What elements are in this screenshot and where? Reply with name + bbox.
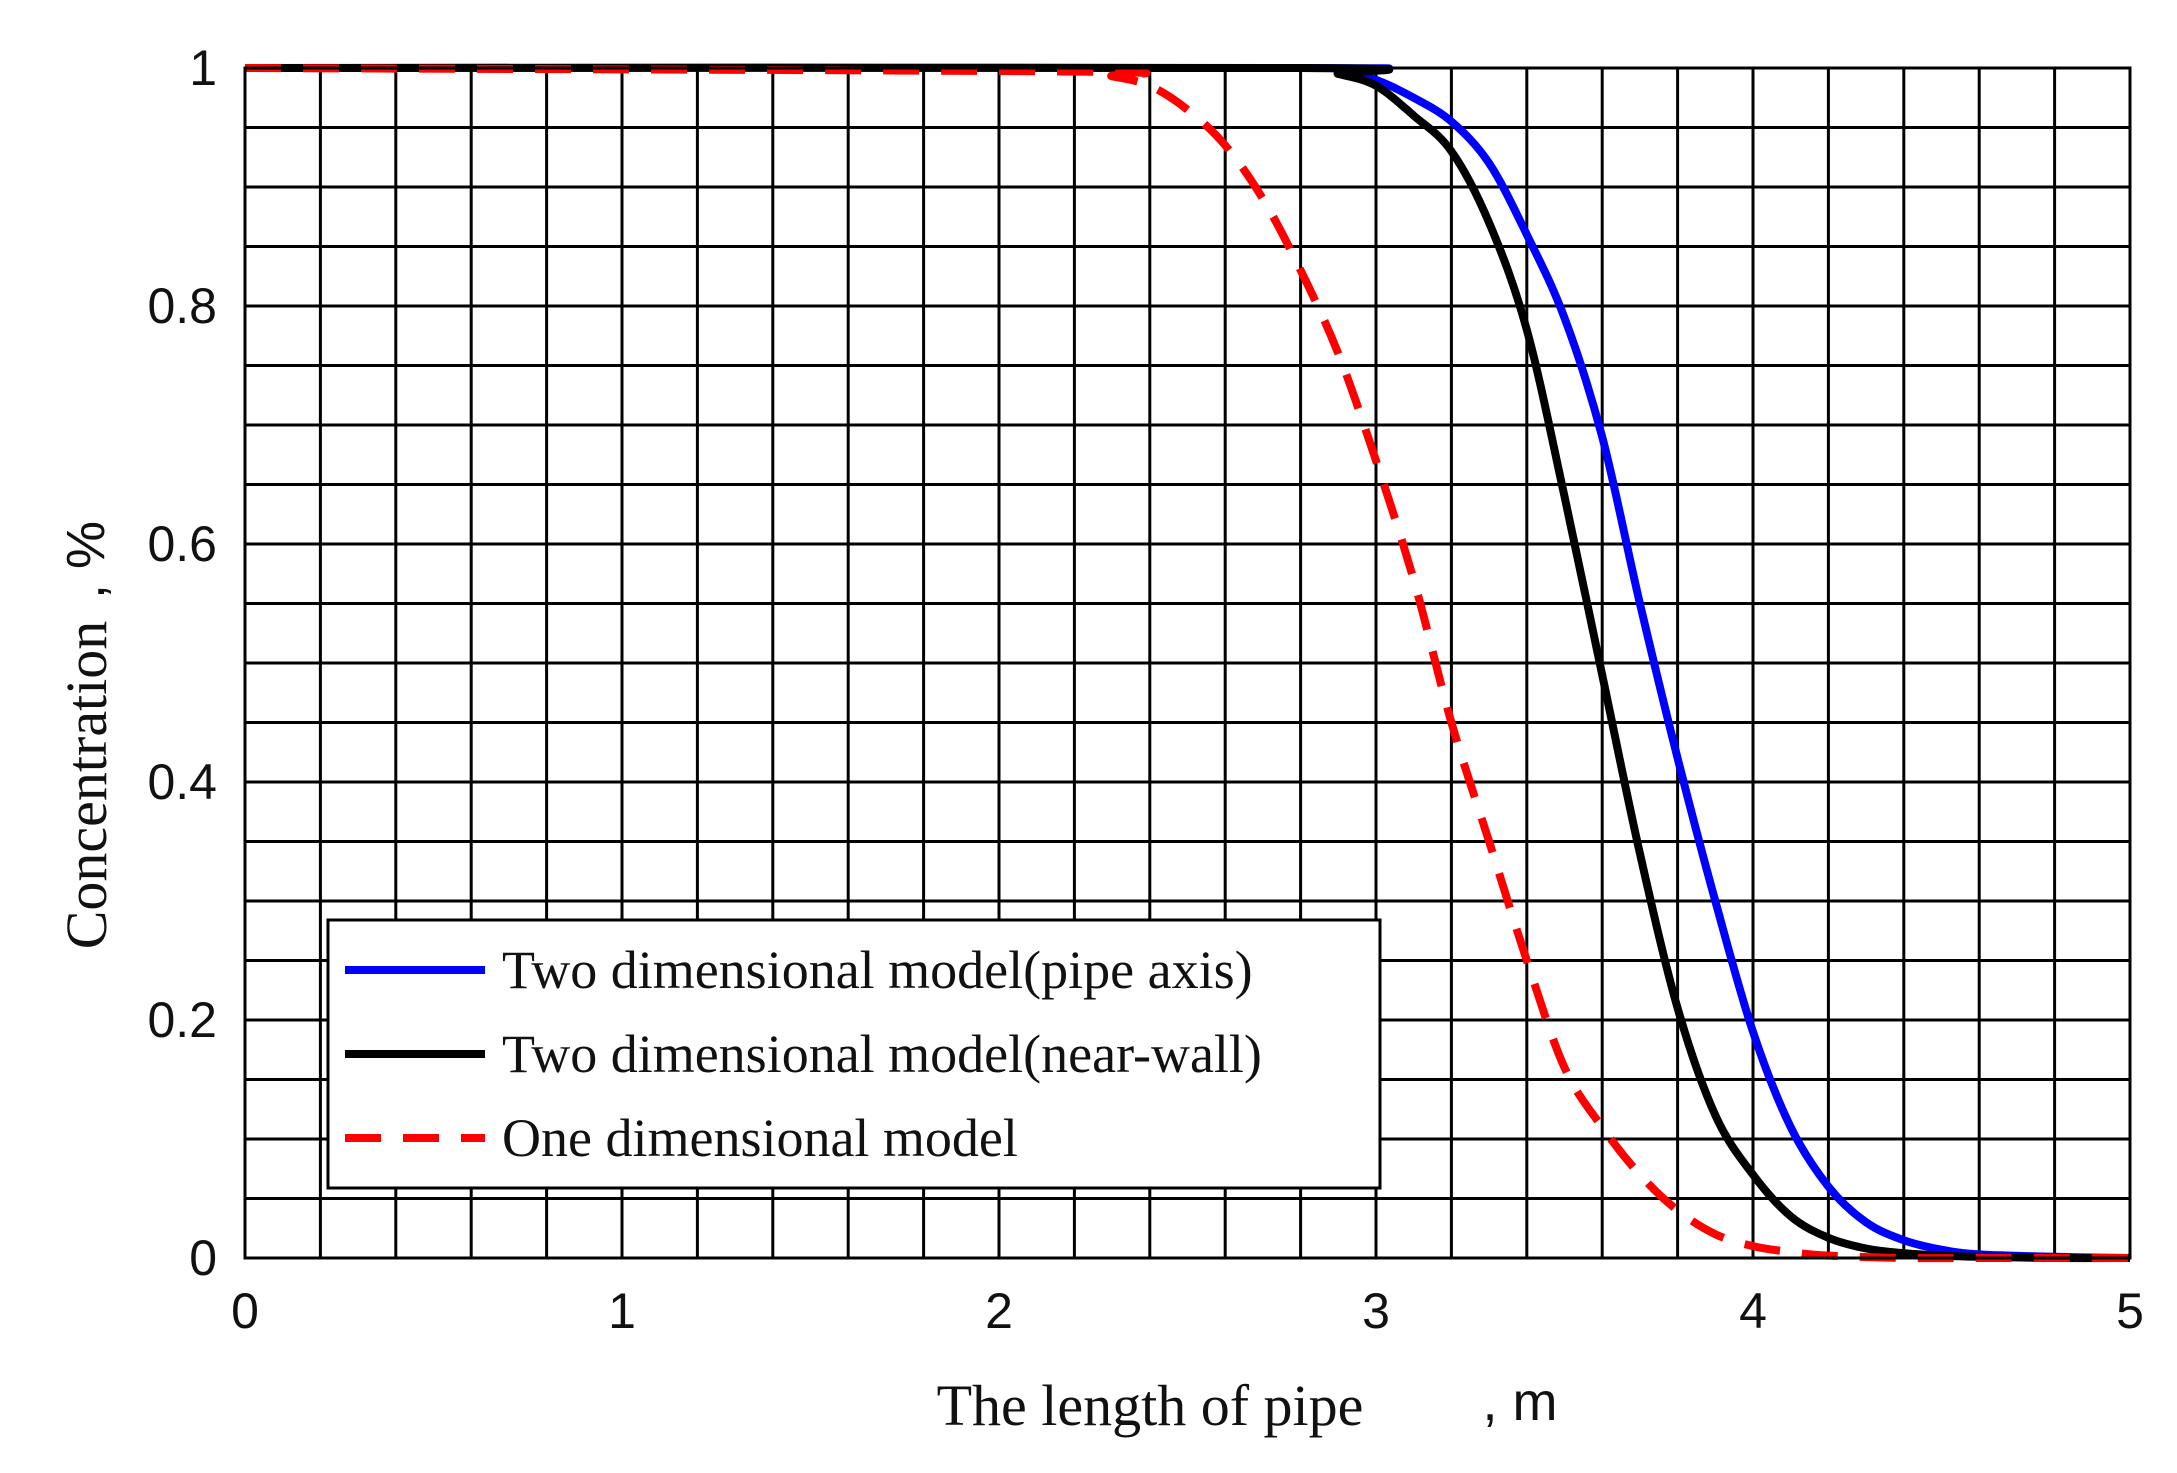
legend-label-one-dimensional: One dimensional model — [502, 1108, 1018, 1168]
y-tick-label: 0.4 — [147, 754, 217, 810]
x-tick-label: 1 — [608, 1283, 636, 1339]
y-tick-label: 0.8 — [147, 278, 217, 334]
y-axis-title: Concentration — [54, 621, 119, 950]
x-tick-label: 0 — [231, 1283, 259, 1339]
legend-label-near-wall: Two dimensional model(near-wall) — [502, 1024, 1262, 1084]
y-tick-label: 0 — [189, 1230, 217, 1286]
plot-frame — [243, 66, 2132, 1260]
y-tick-label: 1 — [189, 40, 217, 96]
x-tick-label: 3 — [1362, 1283, 1390, 1339]
y-tick-label: 0.6 — [147, 516, 217, 572]
legend-box — [326, 918, 1382, 1190]
series-line-1 — [244, 63, 2131, 1263]
x-axis-title: The length of pipe — [937, 1373, 1364, 1438]
x-tick-label: 4 — [1739, 1283, 1767, 1339]
legend: Two dimensional model(pipe axis) Two dim… — [326, 918, 1382, 1190]
x-tick-label: 2 — [985, 1283, 1013, 1339]
x-axis-unit: , m — [1483, 1372, 1558, 1432]
tick-labels: 0 1 2 3 4 5 0 0.2 0.4 0.6 0.8 1 — [147, 40, 2143, 1339]
y-tick-label: 0.2 — [147, 992, 217, 1048]
legend-label-pipe-axis: Two dimensional model(pipe axis) — [502, 940, 1253, 1000]
x-tick-label: 5 — [2116, 1283, 2144, 1339]
series-line-2 — [244, 64, 2130, 1263]
y-axis-unit: , % — [56, 521, 116, 599]
